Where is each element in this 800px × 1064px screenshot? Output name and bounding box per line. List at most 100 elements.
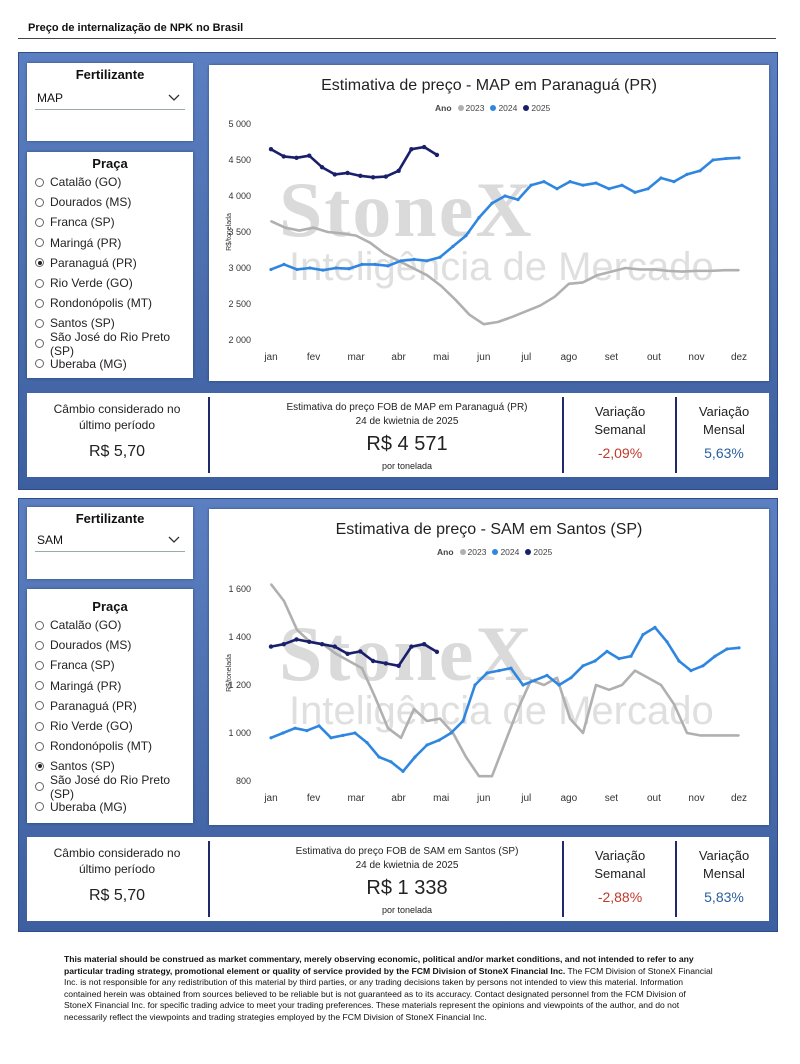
data-point	[335, 652, 337, 655]
data-point	[383, 661, 389, 666]
praca-option[interactable]: Rio Verde (GO)	[35, 716, 193, 736]
legend-label: 2023	[465, 103, 485, 113]
data-point	[332, 644, 338, 649]
praca-option[interactable]: Uberaba (MG)	[35, 797, 193, 817]
praca-option[interactable]: Rondonópolis (MT)	[35, 736, 193, 756]
y-tick-label: 800	[236, 776, 251, 786]
legend-item-2024[interactable]: 2024	[490, 103, 517, 113]
praca-option[interactable]: Santos (SP)	[35, 756, 193, 776]
data-point	[270, 220, 272, 223]
radio-selected-icon	[35, 761, 44, 771]
fertilizer-select[interactable]: MAP	[35, 87, 185, 110]
data-point	[421, 642, 427, 647]
data-point	[360, 262, 364, 266]
data-point	[533, 678, 537, 682]
x-tick-label: jun	[476, 352, 490, 363]
data-point	[358, 649, 363, 654]
praca-option[interactable]: São José do Rio Preto (SP)	[35, 330, 193, 358]
praca-option[interactable]: Rondonópolis (MT)	[35, 293, 193, 313]
praca-option[interactable]: Catalão (GO)	[35, 172, 193, 192]
y-tick-label: 4 000	[228, 191, 251, 201]
praca-option-label: Paranaguá (PR)	[50, 698, 137, 713]
data-point	[695, 269, 698, 272]
praca-option[interactable]: Paranaguá (PR)	[35, 696, 193, 716]
x-tick-label: set	[605, 352, 619, 363]
var-men-value: 5,83%	[704, 889, 744, 905]
data-point	[624, 267, 627, 269]
praca-option[interactable]: Franca (SP)	[35, 212, 193, 232]
data-point	[281, 731, 285, 735]
praca-option[interactable]: Santos (SP)	[35, 313, 193, 333]
y-tick-label: 2 000	[228, 335, 251, 345]
estimate-title: Estimativa do preço FOB de SAM em Santos…	[295, 846, 519, 857]
data-point	[295, 267, 299, 272]
praca-option[interactable]: Paranaguá (PR)	[35, 253, 193, 273]
data-point	[319, 165, 325, 170]
x-tick-label: abr	[391, 352, 406, 363]
data-point	[482, 323, 485, 326]
praca-option[interactable]: Catalão (GO)	[35, 615, 193, 635]
data-point	[737, 646, 741, 650]
data-point	[294, 637, 299, 642]
data-point	[542, 180, 546, 184]
data-point	[665, 640, 669, 644]
legend-item-2023[interactable]: 2023	[457, 103, 485, 113]
fertilizer-header: Fertilizante	[75, 511, 145, 526]
legend-item-2024[interactable]: 2024	[492, 547, 519, 557]
radio-icon	[35, 802, 44, 812]
legend-item-2025[interactable]: 2025	[523, 103, 550, 113]
data-point	[568, 180, 572, 184]
summary-bar: Câmbio considerado no último período R$ …	[27, 837, 769, 921]
praca-option[interactable]: São José do Rio Preto (SP)	[35, 773, 193, 801]
praca-option[interactable]: Franca (SP)	[35, 655, 193, 675]
praca-option-label: Santos (SP)	[50, 759, 115, 774]
data-point	[268, 147, 274, 152]
praca-option[interactable]: Uberaba (MG)	[35, 354, 193, 374]
praca-option[interactable]: Dourados (MS)	[35, 192, 193, 212]
data-point	[358, 173, 363, 179]
data-point	[345, 651, 350, 656]
praca-option[interactable]: Rio Verde (GO)	[35, 273, 193, 293]
data-point	[386, 264, 390, 268]
data-point	[539, 304, 542, 307]
praca-option-label: Santos (SP)	[50, 316, 115, 331]
disclaimer-text: The FCM Division of StoneX Financial Inc…	[64, 965, 713, 1022]
data-point	[465, 756, 467, 758]
praca-option[interactable]: Dourados (MS)	[35, 635, 193, 655]
x-tick-label: set	[605, 793, 619, 804]
data-point	[638, 268, 641, 271]
data-point	[296, 628, 298, 631]
y-tick-label: 3 500	[228, 227, 251, 237]
x-tick-label: dez	[731, 793, 747, 804]
data-point	[345, 170, 350, 176]
x-tick-label: mar	[347, 352, 365, 363]
legend-item-2023[interactable]: 2023	[459, 547, 486, 557]
praca-option-label: Catalão (GO)	[50, 175, 122, 190]
fertilizer-select[interactable]: SAM	[35, 529, 185, 552]
data-point	[383, 252, 386, 255]
data-point	[633, 190, 637, 194]
praca-option-label: Catalão (GO)	[50, 618, 122, 633]
data-point	[660, 684, 662, 686]
data-point	[305, 729, 309, 733]
praca-option-label: Rio Verde (GO)	[50, 719, 133, 734]
data-point	[326, 231, 329, 233]
radio-selected-icon	[35, 258, 44, 268]
series-line-2024	[270, 626, 740, 773]
fertilizer-header: Fertilizante	[75, 67, 145, 82]
data-point	[605, 649, 609, 653]
praca-option[interactable]: Maringá (PR)	[35, 676, 193, 696]
data-point	[620, 183, 624, 187]
praca-option[interactable]: Maringá (PR)	[35, 233, 193, 253]
data-point	[621, 684, 623, 686]
data-point	[353, 731, 357, 735]
data-point	[497, 321, 499, 323]
data-point	[698, 169, 702, 173]
fertilizer-card: Fertilizante MAP	[27, 63, 193, 141]
data-point	[334, 266, 338, 270]
data-point	[582, 281, 584, 284]
y-tick-label: 5 000	[228, 119, 251, 129]
legend-item-2025[interactable]: 2025	[525, 547, 552, 557]
cambio-value: R$ 5,70	[88, 443, 146, 460]
data-point	[400, 736, 402, 739]
